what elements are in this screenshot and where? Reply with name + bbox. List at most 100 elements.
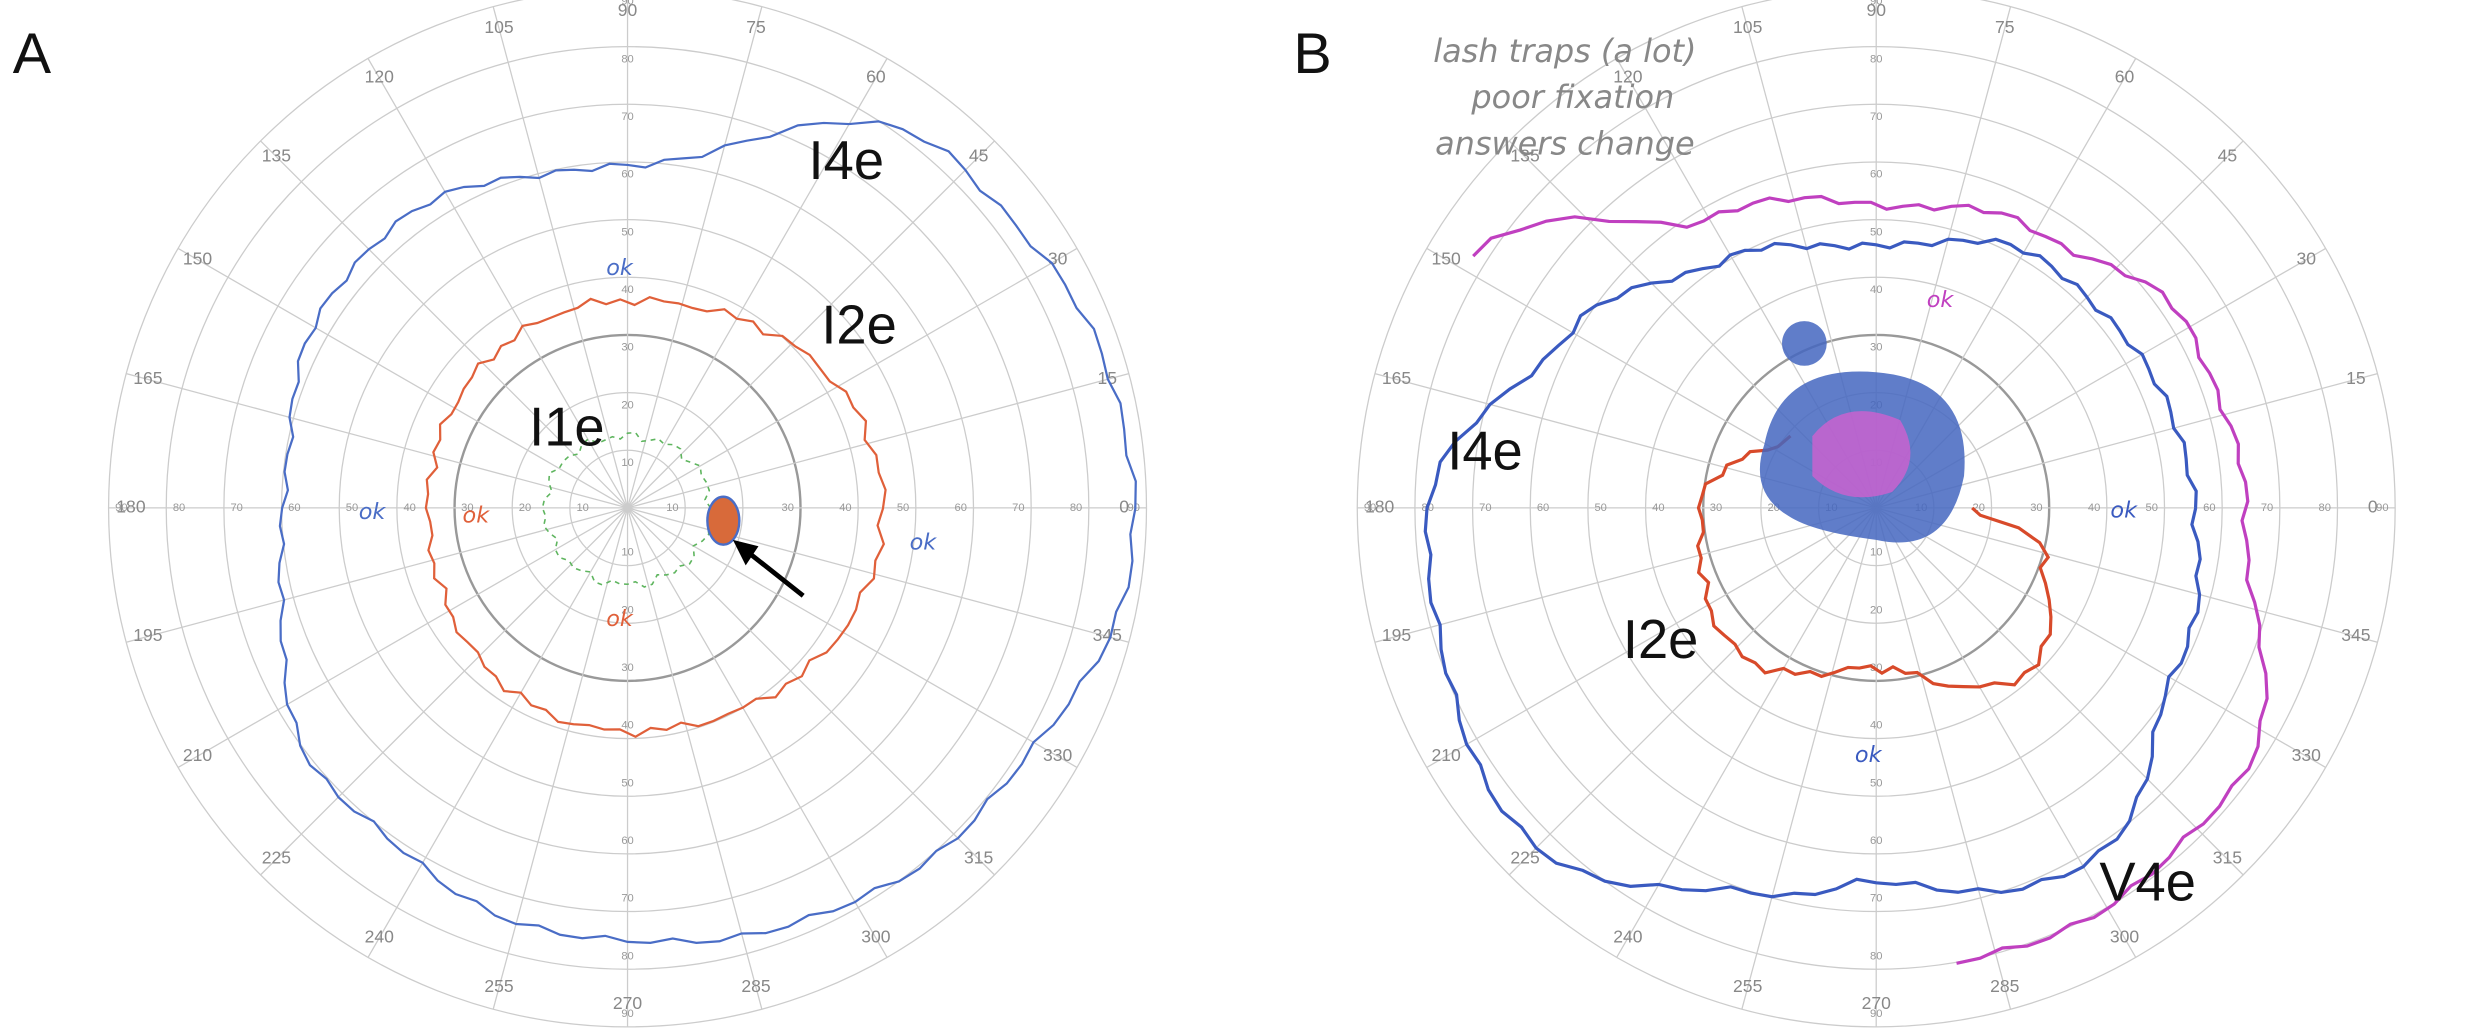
- angle-label: 60: [2115, 66, 2135, 86]
- ring-label: 90: [115, 502, 127, 514]
- angle-label: 0: [2368, 497, 2378, 517]
- scotoma-spot: [1782, 321, 1827, 366]
- meridian: [1508, 507, 1877, 876]
- ring-label: 10: [576, 502, 588, 514]
- ring-label: 80: [1870, 950, 1882, 962]
- angle-label: 270: [613, 993, 643, 1013]
- angle-label: 45: [2218, 145, 2238, 165]
- handwritten-note: poor fixation: [1470, 78, 1674, 116]
- meridian: [627, 507, 1078, 768]
- angle-label: 75: [1995, 17, 2015, 37]
- ring-label: 70: [2261, 502, 2273, 514]
- ring-label: 30: [621, 662, 633, 674]
- handwritten-note: ok: [1855, 742, 1883, 768]
- ring-label: 40: [839, 502, 851, 514]
- angle-label: 105: [1733, 17, 1763, 37]
- angle-label: 15: [2346, 368, 2366, 388]
- meridian: [1876, 507, 2378, 643]
- angle-label: 330: [1043, 745, 1073, 765]
- ring-label: 40: [2088, 502, 2100, 514]
- meridian: [492, 6, 629, 509]
- ring-label: 70: [1479, 502, 1491, 514]
- angle-label: 45: [969, 145, 989, 165]
- ring-label: 50: [897, 502, 909, 514]
- ring-label: 70: [1870, 111, 1882, 123]
- ring-label: 90: [1364, 502, 1376, 514]
- angle-label: 120: [1613, 66, 1643, 86]
- isopter-label: I4e: [1447, 421, 1522, 482]
- angle-label: 345: [2341, 625, 2371, 645]
- isopter-label: I2e: [821, 294, 896, 355]
- angle-label: 255: [484, 976, 514, 996]
- arrow: [741, 545, 805, 598]
- angle-label: 135: [262, 145, 292, 165]
- panel-label: B: [1293, 22, 1331, 86]
- ring-label: 70: [621, 893, 633, 905]
- angle-label: 150: [1432, 248, 1462, 268]
- handwritten-note: lash traps (a lot): [1433, 32, 1696, 70]
- angle-label: 180: [116, 497, 146, 517]
- ring-label: 50: [621, 777, 633, 789]
- meridian: [1741, 507, 1877, 1010]
- ring-label: 30: [1870, 342, 1882, 354]
- ring-label: 60: [288, 502, 300, 514]
- meridian: [1426, 507, 1877, 768]
- perimetry-chart: 0153045607590105120135150165180195210225…: [108, 0, 1147, 1028]
- angle-label: 75: [746, 17, 766, 37]
- ring-label: 80: [1070, 502, 1082, 514]
- meridian: [626, 507, 888, 958]
- ring-label: 30: [1710, 502, 1722, 514]
- scotoma-core: [1812, 411, 1911, 498]
- ring-label: 80: [621, 53, 633, 65]
- angle-label: 300: [2110, 927, 2140, 947]
- ring-label: 70: [621, 111, 633, 123]
- ring-label: 50: [1870, 777, 1882, 789]
- angle-label: 165: [1382, 368, 1412, 388]
- meridian: [1616, 507, 1877, 958]
- meridian: [626, 58, 888, 509]
- ring-label: 90: [1870, 1008, 1882, 1020]
- angle-label: 240: [1613, 927, 1643, 947]
- angle-label: 60: [866, 66, 886, 86]
- angle-label: 165: [133, 368, 163, 388]
- isopter: [1695, 434, 2053, 689]
- meridian: [492, 507, 629, 1010]
- ring-label: 50: [1870, 226, 1882, 238]
- ring-label: 90: [621, 1008, 633, 1020]
- ring-label: 40: [1870, 720, 1882, 732]
- ring-label: 70: [1870, 893, 1882, 905]
- meridian: [260, 507, 628, 876]
- ring-label: 30: [461, 502, 473, 514]
- ring-label: 50: [2146, 502, 2158, 514]
- ring-label: 60: [1870, 169, 1882, 181]
- meridian: [126, 507, 628, 643]
- angle-label: 195: [133, 625, 163, 645]
- ring-label: 40: [403, 502, 415, 514]
- isopter-label: I1e: [529, 397, 604, 458]
- isopter: [1423, 237, 2202, 899]
- handwritten-note: ok: [359, 499, 387, 525]
- angle-label: 210: [183, 745, 213, 765]
- angle-label: 195: [1382, 625, 1412, 645]
- meridian: [1374, 507, 1877, 643]
- isopter: [541, 431, 713, 588]
- ring-label: 90: [1127, 502, 1139, 514]
- angle-label: 120: [365, 66, 395, 86]
- handwritten-note: ok: [910, 530, 938, 556]
- isopter: [277, 120, 1137, 945]
- angle-label: 90: [1866, 0, 1886, 20]
- meridian: [627, 372, 1129, 509]
- ring-label: 20: [621, 604, 633, 616]
- meridian: [1875, 507, 2326, 768]
- angle-label: 285: [1990, 976, 2020, 996]
- ring-label: 50: [621, 226, 633, 238]
- meridian: [126, 372, 628, 509]
- angle-label: 300: [861, 927, 891, 947]
- ring-label: 40: [1870, 284, 1882, 296]
- ring-label: 30: [621, 342, 633, 354]
- panel-label: A: [13, 22, 52, 86]
- isopter-label: V4e: [2099, 852, 2196, 913]
- meridian: [1875, 507, 2137, 958]
- ring-label: 80: [173, 502, 185, 514]
